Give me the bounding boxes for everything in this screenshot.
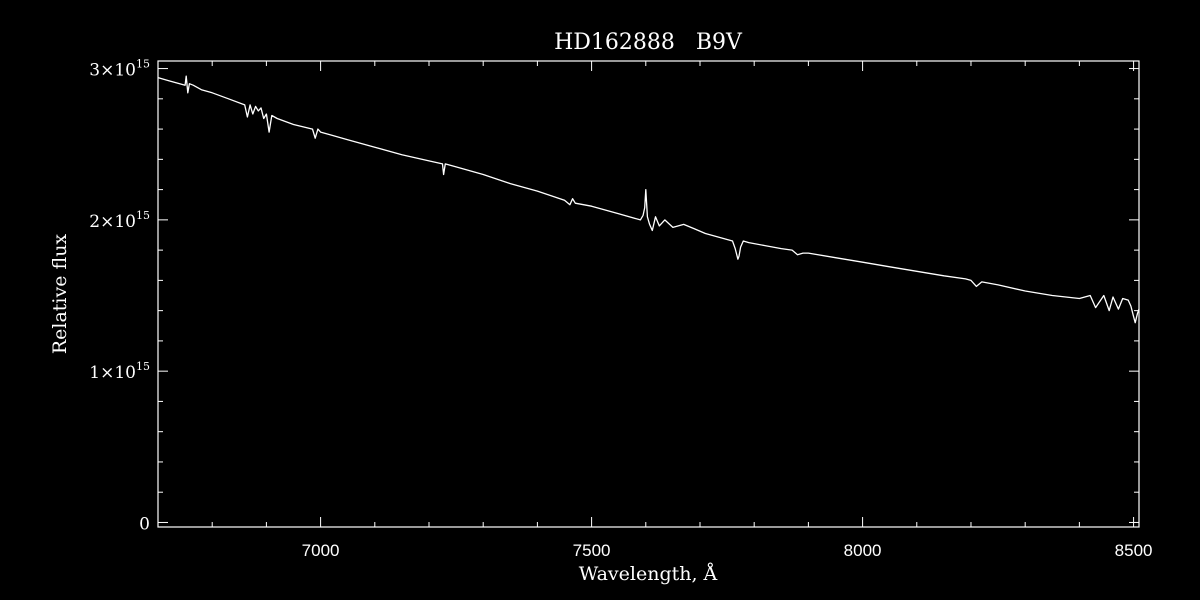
y-tick-label: 1×1015 bbox=[89, 360, 150, 383]
x-axis-ticks bbox=[211, 61, 1135, 527]
y-tick-label: 3×1015 bbox=[89, 58, 150, 81]
x-tick-label: 7500 bbox=[573, 541, 611, 560]
plot-frame bbox=[157, 60, 1140, 528]
y-axis-label: Relative flux bbox=[49, 234, 71, 355]
y-tick-label: 2×1015 bbox=[89, 209, 150, 232]
x-tick-label: 8000 bbox=[844, 541, 882, 560]
y-axis-ticks bbox=[158, 68, 1139, 523]
x-axis-label: Wavelength, Å bbox=[579, 563, 718, 585]
y-tick-label: 0 bbox=[139, 514, 150, 534]
x-tick-label: 8500 bbox=[1115, 541, 1153, 560]
chart-title: HD162888 B9V bbox=[554, 30, 743, 55]
spectrum-line bbox=[157, 75, 1140, 324]
x-axis-tick-labels: 7000 7500 8000 8500 bbox=[302, 541, 1153, 560]
y-axis-tick-labels: 0 1×1015 2×1015 3×1015 bbox=[89, 58, 150, 535]
x-tick-label: 7000 bbox=[302, 541, 340, 560]
